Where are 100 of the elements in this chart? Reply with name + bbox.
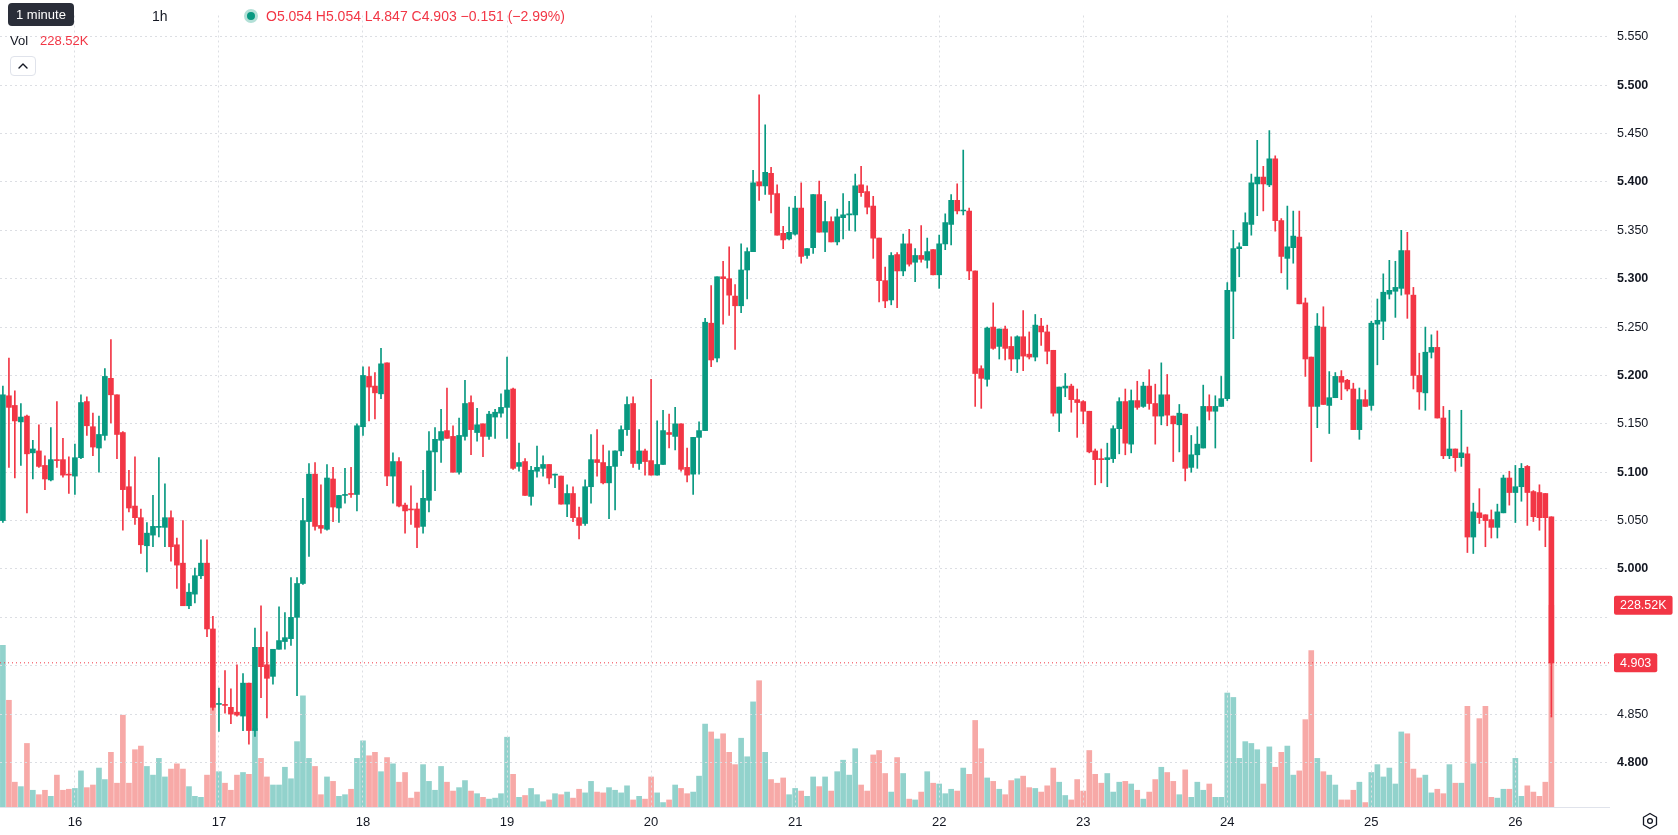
x-tick-label: 19 (499, 814, 515, 830)
bar (924, 771, 931, 807)
bar (762, 752, 769, 807)
bar (480, 796, 486, 807)
bar (816, 786, 823, 807)
candlestick (516, 442, 522, 472)
bar (522, 795, 528, 807)
x-tick-label: 22 (931, 814, 947, 830)
bar (348, 788, 354, 807)
chart-subtitle: O5.054 H5.054 L4.847 C4.903 −0.151 (−2.99%) (266, 7, 565, 25)
bar (1176, 794, 1183, 807)
text: 228.52K (1620, 598, 1668, 613)
candlestick (348, 467, 354, 498)
candlestick (666, 413, 672, 449)
x-tick-label: 21 (787, 814, 803, 830)
bar (384, 757, 390, 807)
bar (1506, 788, 1513, 807)
bar (390, 763, 396, 807)
y-tick-label: 5.400 (1617, 174, 1649, 189)
bar (0, 645, 6, 807)
annotation: Vol (10, 32, 29, 50)
bar (1134, 789, 1141, 807)
x-tick-label: 17 (211, 814, 227, 830)
bar (1314, 758, 1321, 807)
candlestick (222, 670, 228, 714)
bar (546, 799, 552, 807)
bar (216, 771, 222, 807)
bar (330, 781, 336, 807)
bar (30, 789, 36, 807)
bar (1032, 788, 1039, 807)
bar (906, 798, 913, 807)
y-tick-label: 5.300 (1617, 271, 1649, 286)
candlestick (918, 225, 925, 263)
bar (552, 793, 558, 807)
bar (636, 795, 642, 807)
bar (630, 799, 636, 807)
bar (756, 680, 762, 807)
bar (468, 790, 474, 807)
bar (894, 757, 900, 807)
bar (474, 793, 480, 807)
y-tick-label: 5.550 (1617, 29, 1649, 44)
bar (246, 773, 252, 807)
bar (24, 743, 30, 807)
y-tick-label: 5.350 (1617, 222, 1649, 237)
candlestick (822, 200, 828, 252)
y-tick-label: 4.850 (1617, 706, 1649, 721)
ref-line-label: 4.903 (1620, 655, 1652, 670)
bar (564, 791, 570, 807)
y-tick-label: 5.050 (1617, 513, 1649, 528)
bar (954, 790, 961, 807)
bar (324, 776, 330, 807)
bar (516, 796, 522, 807)
y-tick-label: 5.100 (1617, 464, 1649, 479)
bar (1260, 783, 1267, 807)
bar (798, 790, 805, 807)
candlestick (762, 124, 769, 195)
annotation: 1 minute (8, 3, 74, 26)
bar (1182, 769, 1189, 807)
y-tick-label: 4.800 (1617, 754, 1649, 769)
candlestick (18, 403, 24, 466)
candlestick (756, 94, 762, 201)
x-tick-label: 18 (355, 814, 371, 830)
bar (666, 799, 672, 807)
bar (1122, 781, 1129, 807)
y-tick-label: 5.500 (1617, 77, 1649, 92)
bar (828, 790, 834, 807)
bar (672, 784, 678, 807)
y-tick-label: 5.200 (1617, 367, 1649, 382)
candlestick (732, 284, 738, 350)
bar (912, 799, 918, 807)
bar (1128, 783, 1135, 807)
y-tick-label: 5.000 (1617, 561, 1649, 576)
candlestick (30, 439, 36, 480)
bar (918, 791, 925, 807)
candlestick (1170, 415, 1177, 462)
x-tick-label: 16 (67, 814, 83, 830)
bar (1362, 802, 1369, 807)
bar (1452, 782, 1459, 807)
x-tick-label: 20 (643, 814, 659, 830)
candlestick (1260, 166, 1267, 212)
bar (1206, 783, 1213, 807)
candlestick (1206, 394, 1213, 421)
bar (18, 786, 24, 807)
bar (930, 782, 936, 807)
candlestick (912, 248, 918, 282)
bar (510, 773, 516, 807)
bar (960, 767, 967, 807)
x-tick-label: 26 (1508, 814, 1523, 830)
bar (1158, 766, 1165, 807)
bar (1014, 778, 1021, 807)
bar (1470, 763, 1477, 807)
bar (996, 788, 1003, 807)
y-tick-label: 5.150 (1617, 416, 1649, 431)
x-tick-label: 24 (1220, 814, 1235, 830)
candlestick (1038, 318, 1044, 346)
bar (990, 781, 997, 807)
y-tick-label: 5.450 (1617, 126, 1649, 140)
annotation: 228.52K (40, 32, 89, 50)
bar (714, 738, 720, 807)
bar (984, 777, 990, 807)
